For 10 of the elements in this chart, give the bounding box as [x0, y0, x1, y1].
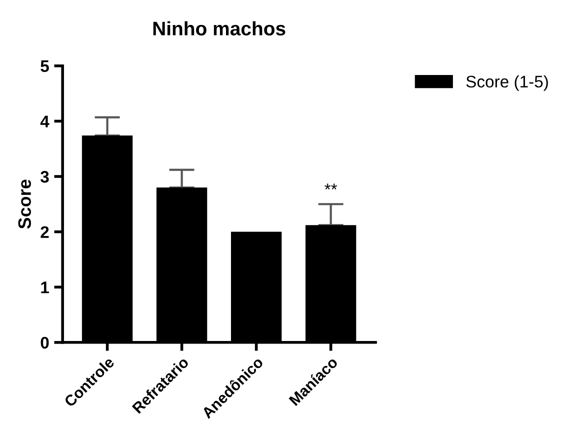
legend-label: Score (1-5) — [466, 75, 548, 91]
y-tick-label: 4 — [40, 116, 50, 128]
y-axis-title: Score — [18, 180, 32, 229]
chart-title: Ninho machos — [153, 21, 286, 36]
y-tick-label: 2 — [40, 226, 49, 238]
y-tick-label: 3 — [40, 170, 49, 183]
annotation: ** — [324, 184, 338, 190]
y-tick-label: 0 — [40, 336, 49, 349]
y-tick-label: 1 — [41, 282, 49, 294]
y-tick-label: 5 — [40, 60, 49, 72]
